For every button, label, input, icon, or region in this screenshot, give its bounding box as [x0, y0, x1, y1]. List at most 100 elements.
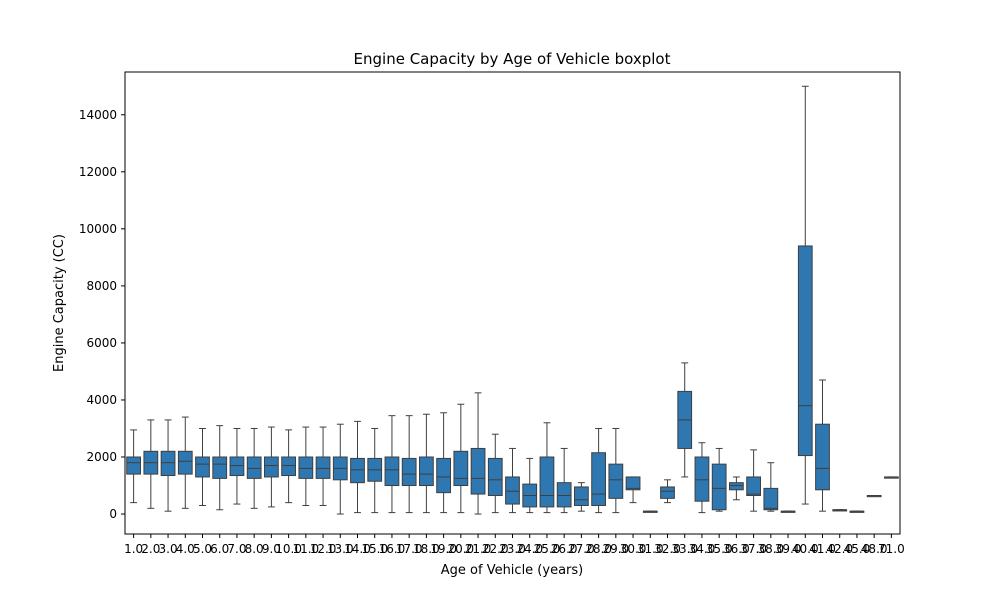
y-tick-label: 8000	[86, 279, 117, 293]
box-37.0	[746, 449, 762, 512]
x-tick-label: 15.0	[361, 542, 388, 556]
box-34.0	[694, 442, 710, 514]
x-axis: 1.02.03.04.05.06.07.08.09.010.011.012.01…	[124, 534, 905, 556]
x-tick-label: 41.0	[809, 542, 836, 556]
box-iqr	[591, 452, 607, 506]
box-8.0	[246, 427, 262, 509]
box-36.0	[729, 476, 744, 501]
box-29.0	[608, 427, 624, 514]
x-tick-label: 39.0	[775, 542, 802, 556]
box-iqr	[763, 487, 779, 511]
box-iqr	[453, 450, 469, 487]
box-45.0	[849, 510, 865, 513]
x-tick-label: 32.0	[654, 542, 681, 556]
x-tick-label: 71.0	[878, 542, 905, 556]
box-71.0	[884, 476, 899, 479]
x-tick-label: 24.0	[516, 542, 543, 556]
x-tick-label: 23.0	[499, 542, 526, 556]
box-18.0	[419, 413, 434, 514]
x-tick-label: 16.0	[379, 542, 406, 556]
box-16.0	[384, 415, 400, 514]
x-tick-label: 18.0	[413, 542, 440, 556]
box-35.0	[711, 447, 727, 512]
box-iqr	[160, 450, 176, 477]
box-iqr	[660, 486, 675, 499]
y-tick-label: 14000	[79, 108, 117, 122]
box-9.0	[264, 426, 279, 508]
x-tick-label: 48.0	[861, 542, 888, 556]
box-42.0	[832, 509, 848, 512]
box-39.0	[780, 510, 796, 513]
x-tick-label: 26.0	[551, 542, 578, 556]
x-tick-label: 34.0	[689, 542, 716, 556]
x-tick-label: 20.0	[447, 542, 474, 556]
x-tick-label: 21.0	[465, 542, 492, 556]
box-iqr	[384, 456, 400, 487]
x-tick-label: 11.0	[292, 542, 319, 556]
box-iqr	[746, 476, 762, 496]
x-tick-label: 6.0	[210, 542, 229, 556]
y-tick-label: 2000	[86, 450, 117, 464]
box-7.0	[229, 427, 245, 505]
y-tick-label: 4000	[86, 393, 117, 407]
chart-title: Engine Capacity by Age of Vehicle boxplo…	[354, 50, 671, 68]
x-tick-label: 13.0	[327, 542, 354, 556]
y-tick-label: 10000	[79, 222, 117, 236]
box-3.0	[160, 419, 176, 512]
x-tick-label: 33.0	[671, 542, 698, 556]
x-tick-label: 10.0	[275, 542, 302, 556]
box-32.0	[660, 479, 675, 504]
box-30.0	[625, 476, 641, 504]
x-tick-label: 3.0	[159, 542, 178, 556]
box-iqr	[556, 482, 572, 508]
x-tick-label: 36.0	[723, 542, 750, 556]
x-tick-label: 1.0	[124, 542, 143, 556]
box-iqr	[264, 456, 279, 478]
box-11.0	[298, 426, 314, 506]
x-tick-label: 22.0	[482, 542, 509, 556]
box-iqr	[487, 457, 503, 497]
box-iqr	[419, 456, 434, 487]
box-1.0	[126, 429, 141, 504]
x-tick-label: 25.0	[534, 542, 561, 556]
x-tick-label: 7.0	[227, 542, 246, 556]
box-iqr	[126, 456, 141, 475]
box-iqr	[470, 447, 486, 495]
box-20.0	[453, 403, 469, 514]
x-tick-label: 5.0	[193, 542, 212, 556]
box-iqr	[574, 486, 589, 506]
box-iqr	[608, 463, 624, 499]
box-33.0	[677, 362, 693, 478]
box-iqr	[229, 456, 245, 477]
box-15.0	[367, 427, 383, 514]
box-22.0	[487, 433, 503, 514]
x-tick-label: 2.0	[141, 542, 160, 556]
box-24.0	[522, 457, 538, 514]
x-axis-label: Age of Vehicle (years)	[441, 563, 583, 578]
box-iqr	[315, 456, 331, 479]
x-tick-label: 9.0	[262, 542, 281, 556]
x-tick-label: 28.0	[585, 542, 612, 556]
box-27.0	[574, 482, 589, 512]
y-axis: 0 2000 4000 6000 8000 10000 12000 14000	[79, 108, 125, 521]
box-iqr	[797, 245, 813, 457]
box-iqr	[401, 457, 417, 487]
box-31.0	[642, 510, 658, 513]
box-2.0	[143, 419, 159, 509]
y-tick-label: 6000	[86, 336, 117, 350]
x-tick-label: 12.0	[310, 542, 337, 556]
box-iqr	[729, 482, 744, 491]
box-10.0	[281, 429, 297, 504]
box-26.0	[556, 447, 572, 514]
box-iqr	[350, 457, 365, 484]
x-tick-label: 8.0	[245, 542, 264, 556]
box-iqr	[298, 456, 314, 479]
x-tick-label: 31.0	[637, 542, 664, 556]
x-tick-label: 19.0	[430, 542, 457, 556]
box-13.0	[332, 423, 348, 515]
box-12.0	[315, 426, 331, 506]
y-tick-label: 12000	[79, 165, 117, 179]
x-tick-label: 27.0	[568, 542, 595, 556]
x-tick-label: 45.0	[844, 542, 871, 556]
